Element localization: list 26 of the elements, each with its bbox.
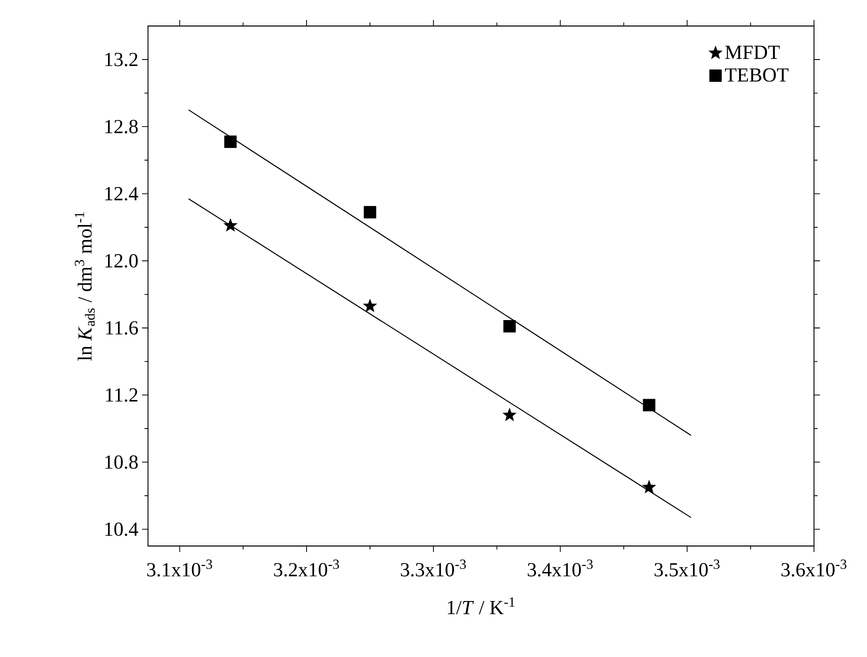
y-tick-label: 10.4	[105, 522, 138, 536]
point	[642, 398, 656, 412]
x-tick-label: 3.4x10$^{-3}$	[528, 560, 593, 577]
y-tick-label: 12.0	[105, 254, 138, 268]
point	[502, 408, 517, 422]
legend-label: TEBOT	[725, 68, 789, 82]
y-axis-title: ln K$_{ads}$ / dm$^{3}$ mol$^{-1}$	[74, 212, 95, 361]
y-tick-label: 11.6	[106, 321, 138, 335]
x-tick-label: 3.2x10$^{-3}$	[274, 560, 339, 577]
y-tick-label: 13.2	[105, 52, 138, 66]
point	[224, 136, 237, 148]
x-tick-label: 3.5x10$^{-3}$	[654, 560, 720, 577]
y-tick-label: 12.8	[105, 120, 138, 134]
point	[362, 298, 378, 312]
x-axis-title: 1/T / K$^{-1}$	[448, 597, 515, 614]
point	[503, 320, 516, 332]
point	[223, 218, 238, 232]
point	[364, 206, 376, 218]
y-tick-label: 11.2	[106, 388, 138, 402]
x-tick-label: 3.1x10$^{-3}$	[147, 560, 212, 577]
x-tick-label: 3.6x10$^{-3}$	[782, 560, 846, 577]
point	[642, 480, 656, 494]
y-tick-label: 12.4	[105, 187, 138, 200]
legend-label: MFDT	[725, 46, 780, 59]
x-tick-label: 3.3x10$^{-3}$	[400, 560, 466, 577]
y-tick-label: 10.8	[105, 455, 138, 469]
